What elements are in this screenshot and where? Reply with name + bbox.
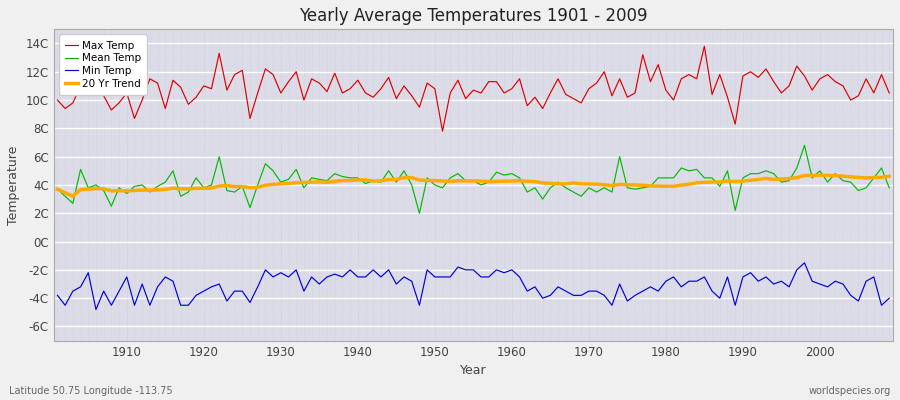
Mean Temp [52, 187, 63, 192]
20 Yr Trend [68, 194, 78, 199]
X-axis label: Year: Year [460, 364, 487, 377]
Max Temp [113, 100, 124, 105]
Legend: Max Temp, Mean Temp, Min Temp, 20 Yr Trend: Max Temp, Mean Temp, Min Temp, 20 Yr Tre… [58, 34, 147, 95]
Min Temp [884, 296, 895, 300]
Mean Temp [514, 176, 525, 180]
Max Temp [329, 71, 340, 76]
Min Temp [291, 268, 302, 272]
Mean Temp [284, 177, 294, 182]
Line: 20 Yr Trend: 20 Yr Trend [58, 175, 889, 196]
Max Temp [52, 98, 63, 102]
Line: Mean Temp: Mean Temp [58, 145, 889, 213]
Line: Max Temp: Max Temp [58, 46, 889, 131]
Mean Temp [607, 190, 617, 194]
Line: Min Temp: Min Temp [58, 263, 889, 310]
Y-axis label: Temperature: Temperature [7, 145, 20, 225]
Min Temp [799, 260, 810, 265]
Title: Yearly Average Temperatures 1901 - 2009: Yearly Average Temperatures 1901 - 2009 [299, 7, 648, 25]
Min Temp [607, 303, 617, 308]
Mean Temp [113, 185, 124, 190]
20 Yr Trend [814, 173, 825, 178]
20 Yr Trend [291, 180, 302, 185]
Min Temp [337, 274, 347, 279]
Max Temp [507, 86, 517, 91]
Max Temp [514, 76, 525, 81]
Max Temp [884, 90, 895, 95]
20 Yr Trend [514, 178, 525, 183]
Mean Temp [884, 185, 895, 190]
Min Temp [122, 274, 132, 279]
Text: Latitude 50.75 Longitude -113.75: Latitude 50.75 Longitude -113.75 [9, 386, 173, 396]
20 Yr Trend [52, 187, 63, 192]
20 Yr Trend [507, 178, 517, 183]
Mean Temp [799, 143, 810, 148]
Min Temp [507, 268, 517, 272]
20 Yr Trend [122, 188, 132, 193]
20 Yr Trend [337, 178, 347, 183]
20 Yr Trend [884, 174, 895, 179]
Min Temp [52, 293, 63, 298]
Mean Temp [414, 211, 425, 216]
Min Temp [91, 307, 102, 312]
Max Temp [607, 93, 617, 98]
Mean Temp [329, 171, 340, 176]
Max Temp [699, 44, 710, 49]
Max Temp [284, 79, 294, 84]
20 Yr Trend [607, 183, 617, 188]
Text: worldspecies.org: worldspecies.org [809, 386, 891, 396]
Min Temp [514, 274, 525, 279]
Max Temp [437, 129, 448, 134]
Mean Temp [507, 171, 517, 176]
